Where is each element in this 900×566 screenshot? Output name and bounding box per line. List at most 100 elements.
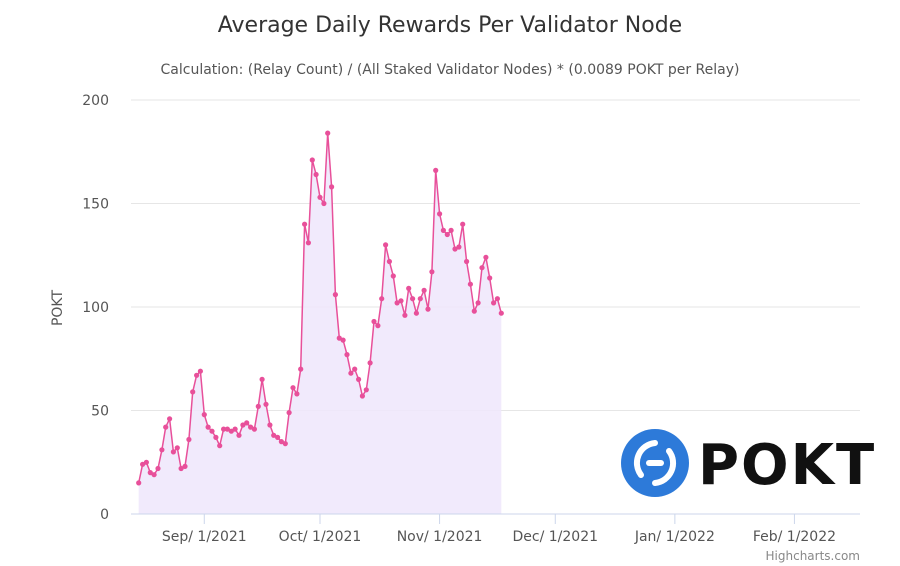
data-point-88[interactable]: [475, 300, 481, 306]
data-point-26[interactable]: [236, 432, 242, 438]
data-point-81[interactable]: [448, 227, 454, 233]
y-tick-label: 0: [100, 507, 109, 523]
data-point-82[interactable]: [452, 246, 458, 252]
data-point-69[interactable]: [402, 312, 408, 318]
data-point-62[interactable]: [375, 323, 381, 329]
data-point-6[interactable]: [159, 447, 165, 453]
data-point-46[interactable]: [313, 171, 319, 178]
data-point-80[interactable]: [444, 231, 450, 238]
data-point-51[interactable]: [332, 292, 338, 298]
data-point-73[interactable]: [417, 296, 423, 302]
data-point-23[interactable]: [224, 426, 230, 432]
data-point-67[interactable]: [394, 300, 400, 306]
data-point-25[interactable]: [232, 426, 238, 432]
data-point-7[interactable]: [163, 424, 169, 430]
data-point-15[interactable]: [194, 372, 200, 378]
data-point-53[interactable]: [340, 337, 346, 343]
data-point-56[interactable]: [352, 366, 358, 372]
data-point-55[interactable]: [348, 370, 354, 376]
data-point-41[interactable]: [294, 391, 300, 397]
data-point-17[interactable]: [201, 412, 207, 418]
data-point-11[interactable]: [178, 465, 184, 472]
data-point-45[interactable]: [309, 157, 315, 163]
data-point-75[interactable]: [425, 306, 431, 312]
data-point-39[interactable]: [286, 410, 292, 416]
data-point-79[interactable]: [440, 227, 446, 233]
data-point-36[interactable]: [275, 434, 281, 440]
y-tick-label: 150: [82, 197, 109, 213]
data-point-9[interactable]: [170, 449, 176, 455]
data-point-19[interactable]: [209, 428, 215, 434]
data-point-8[interactable]: [167, 416, 173, 422]
data-point-14[interactable]: [190, 389, 196, 395]
y-tick-label: 100: [82, 300, 109, 316]
data-point-92[interactable]: [491, 300, 497, 306]
data-point-32[interactable]: [259, 376, 265, 382]
data-point-83[interactable]: [456, 244, 462, 250]
data-point-28[interactable]: [244, 420, 250, 426]
data-point-37[interactable]: [278, 439, 284, 445]
data-point-24[interactable]: [228, 428, 234, 434]
credits-link[interactable]: Highcharts.com: [766, 549, 860, 563]
data-point-40[interactable]: [290, 385, 296, 391]
data-point-58[interactable]: [359, 393, 365, 399]
series-area: [138, 133, 502, 514]
data-point-91[interactable]: [487, 275, 493, 281]
data-point-48[interactable]: [321, 200, 327, 207]
x-tick-label: Dec/ 1/2021: [513, 529, 599, 545]
data-point-44[interactable]: [305, 240, 311, 246]
data-point-74[interactable]: [421, 287, 427, 293]
data-point-64[interactable]: [383, 242, 389, 248]
data-point-12[interactable]: [182, 463, 188, 469]
data-point-63[interactable]: [379, 296, 385, 302]
data-point-50[interactable]: [329, 184, 335, 190]
data-point-70[interactable]: [406, 285, 412, 291]
data-point-47[interactable]: [317, 194, 323, 200]
data-point-94[interactable]: [498, 310, 504, 316]
data-point-3[interactable]: [147, 470, 153, 476]
data-point-22[interactable]: [221, 426, 227, 432]
data-point-2[interactable]: [143, 459, 149, 465]
data-point-84[interactable]: [460, 221, 466, 227]
data-point-68[interactable]: [398, 298, 404, 304]
data-point-76[interactable]: [429, 269, 435, 275]
data-point-10[interactable]: [174, 445, 180, 451]
data-point-20[interactable]: [213, 434, 219, 440]
data-point-16[interactable]: [197, 368, 203, 374]
data-point-85[interactable]: [464, 258, 470, 265]
data-point-72[interactable]: [413, 310, 419, 316]
data-point-38[interactable]: [282, 441, 288, 447]
data-point-30[interactable]: [251, 426, 257, 432]
data-point-49[interactable]: [325, 130, 331, 136]
data-point-33[interactable]: [263, 401, 269, 407]
data-point-71[interactable]: [410, 296, 416, 302]
data-point-54[interactable]: [344, 352, 350, 358]
data-point-77[interactable]: [433, 167, 439, 173]
data-point-13[interactable]: [186, 436, 192, 443]
data-point-59[interactable]: [363, 387, 369, 393]
data-point-43[interactable]: [302, 221, 308, 227]
data-point-34[interactable]: [267, 422, 273, 428]
data-point-78[interactable]: [437, 211, 443, 217]
data-point-5[interactable]: [155, 465, 161, 472]
data-point-18[interactable]: [205, 424, 211, 430]
data-point-90[interactable]: [483, 254, 489, 260]
data-point-27[interactable]: [240, 422, 246, 428]
data-point-65[interactable]: [386, 258, 392, 265]
data-point-60[interactable]: [367, 360, 373, 366]
x-axis: Sep/ 1/2021 Oct/ 1/2021 Nov/ 1/2021 Dec/ 1/…: [131, 513, 860, 545]
data-point-61[interactable]: [371, 318, 377, 325]
data-point-0[interactable]: [136, 480, 142, 486]
data-point-4[interactable]: [151, 472, 157, 478]
data-point-21[interactable]: [217, 443, 223, 449]
data-point-35[interactable]: [271, 432, 277, 438]
data-point-87[interactable]: [471, 308, 477, 314]
data-point-57[interactable]: [356, 376, 362, 382]
data-point-89[interactable]: [479, 265, 485, 271]
data-point-42[interactable]: [298, 366, 304, 372]
data-point-31[interactable]: [255, 403, 261, 409]
data-point-93[interactable]: [494, 296, 500, 302]
data-point-66[interactable]: [390, 273, 396, 279]
data-point-86[interactable]: [467, 281, 473, 287]
